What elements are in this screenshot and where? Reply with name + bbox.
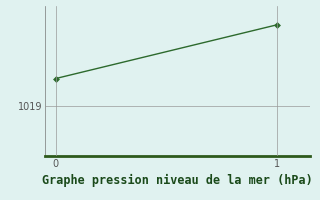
X-axis label: Graphe pression niveau de la mer (hPa): Graphe pression niveau de la mer (hPa) [42, 174, 313, 187]
